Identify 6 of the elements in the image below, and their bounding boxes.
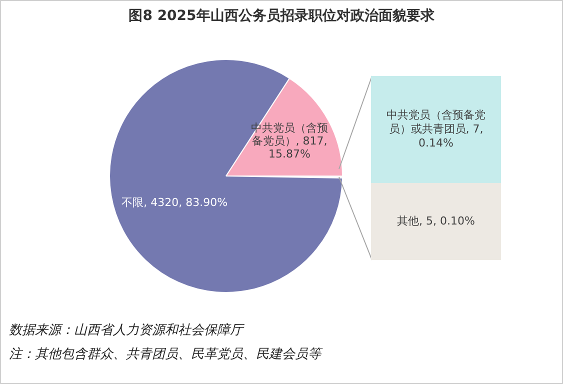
chart-title: 图8 2025年山西公务员招录职位对政治面貌要求 — [128, 7, 436, 25]
slice-label: 不限, 4320, 83.90% — [122, 196, 228, 210]
source-note: 数据来源：山西省人力资源和社会保障厅 — [9, 322, 246, 340]
data-label: 中共党员（含预备党员）或共青团员, 7, 0.14% — [386, 108, 486, 150]
text: 注：其他包含群众、共青团员、民革党员、民建会员等 — [9, 346, 321, 364]
data-label: 其他, 5, 0.10% — [397, 214, 475, 228]
